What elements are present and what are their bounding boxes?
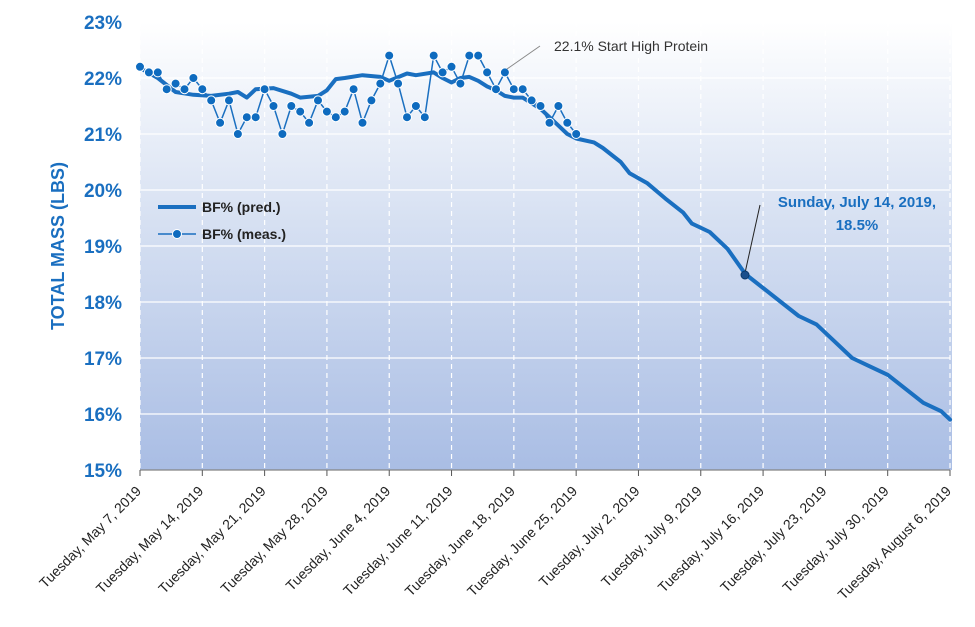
x-tick-label: Tuesday, July 23, 2019 xyxy=(717,483,830,596)
y-tick-label: 17% xyxy=(84,349,122,370)
y-tick-label: 23% xyxy=(84,13,122,34)
y-tick-label: 15% xyxy=(84,461,122,482)
data-point-meas xyxy=(499,67,510,78)
data-point-meas xyxy=(295,106,306,117)
y-axis-label: TOTAL MASS (LBS) xyxy=(48,162,68,330)
x-tick-label: Tuesday, May 28, 2019 xyxy=(217,483,331,597)
annotations: 22.1% Start High Protein Sunday, July 14… xyxy=(506,38,936,280)
data-point-meas xyxy=(464,50,475,61)
data-point-meas xyxy=(259,84,270,95)
y-axis: 15% 16% 17% 18% 19% 20% 21% 22% 23% xyxy=(84,13,122,482)
x-tick-label: Tuesday, July 2, 2019 xyxy=(536,483,643,590)
data-point-meas xyxy=(277,129,288,139)
data-point-meas xyxy=(553,101,564,111)
data-point-meas xyxy=(402,112,412,123)
x-tick-label: Tuesday, May 7, 2019 xyxy=(36,483,144,591)
series-line-pred xyxy=(138,65,952,422)
data-point-meas xyxy=(437,67,448,78)
annotation-leader-protein xyxy=(506,45,541,70)
data-point-meas xyxy=(206,95,217,106)
data-point-meas xyxy=(393,78,404,89)
x-tick-label: Tuesday, May 14, 2019 xyxy=(93,483,207,597)
data-point-meas xyxy=(544,117,555,128)
data-point-meas xyxy=(304,117,315,128)
x-tick-label: Tuesday, August 6, 2019 xyxy=(834,483,954,603)
data-point-meas xyxy=(571,129,582,139)
data-point-meas xyxy=(143,67,154,78)
data-point-meas xyxy=(313,95,323,106)
annotation-protein: 22.1% Start High Protein xyxy=(554,38,708,54)
data-point-meas xyxy=(410,101,421,111)
data-point-meas xyxy=(339,106,350,117)
data-point-meas xyxy=(321,106,332,117)
annotation-leader-callout xyxy=(744,204,761,274)
data-point-meas xyxy=(241,112,252,123)
annotation-callout-line1: Sunday, July 14, 2019, xyxy=(778,194,936,211)
data-point-meas xyxy=(330,112,341,123)
data-point-meas xyxy=(491,84,501,95)
data-point-meas xyxy=(455,78,466,89)
data-point-meas xyxy=(135,61,145,72)
data-point-meas xyxy=(419,112,430,123)
data-point-meas xyxy=(197,84,208,95)
y-tick-label: 21% xyxy=(84,125,122,146)
x-tick-label: Tuesday, May 21, 2019 xyxy=(155,483,269,597)
data-point-meas xyxy=(224,95,234,106)
data-point-meas xyxy=(562,117,573,128)
x-tick-label: Tuesday, July 30, 2019 xyxy=(779,483,892,596)
data-point-meas xyxy=(517,84,528,95)
data-point-meas xyxy=(188,73,199,83)
data-point-meas xyxy=(161,84,172,95)
data-point-meas xyxy=(375,78,386,89)
data-point-meas xyxy=(473,50,484,61)
x-tick-label: Tuesday, July 16, 2019 xyxy=(655,483,768,596)
data-point-meas xyxy=(348,84,359,95)
data-point-meas xyxy=(366,95,377,106)
data-point-meas xyxy=(286,101,297,111)
y-tick-label: 20% xyxy=(84,181,122,202)
data-point-meas xyxy=(357,117,368,128)
annotation-point xyxy=(740,270,750,280)
data-point-meas xyxy=(250,112,261,123)
data-point-meas xyxy=(526,95,537,106)
data-point-meas xyxy=(170,78,181,89)
legend-label-meas: BF% (meas.) xyxy=(202,226,286,242)
legend-marker-meas xyxy=(172,229,182,239)
x-tick-label: Tuesday, June 11, 2019 xyxy=(340,483,456,599)
x-tick-label: Tuesday, June 18, 2019 xyxy=(402,483,519,600)
data-point-meas xyxy=(446,61,457,72)
y-tick-label: 19% xyxy=(84,237,122,258)
y-tick-label: 16% xyxy=(84,405,122,426)
x-tick-label: Tuesday, July 9, 2019 xyxy=(598,483,705,590)
x-tick-label: Tuesday, June 25, 2019 xyxy=(464,483,581,600)
y-tick-label: 18% xyxy=(84,293,122,314)
data-point-meas xyxy=(215,117,226,128)
data-point-meas xyxy=(232,129,243,139)
legend-label-pred: BF% (pred.) xyxy=(202,199,281,215)
data-point-meas xyxy=(508,84,519,95)
legend: BF% (pred.) BF% (meas.) xyxy=(158,199,286,242)
data-point-meas xyxy=(384,50,395,61)
data-point-meas xyxy=(152,67,163,78)
x-tick-label: Tuesday, June 4, 2019 xyxy=(282,483,393,594)
data-point-meas xyxy=(428,50,439,61)
data-point-meas xyxy=(268,101,279,111)
series-layer xyxy=(135,50,952,422)
data-point-meas xyxy=(535,101,546,111)
data-point-meas xyxy=(482,67,493,78)
y-tick-label: 22% xyxy=(84,69,122,90)
annotation-callout-line2: 18.5% xyxy=(836,217,879,234)
data-point-meas xyxy=(179,84,190,95)
